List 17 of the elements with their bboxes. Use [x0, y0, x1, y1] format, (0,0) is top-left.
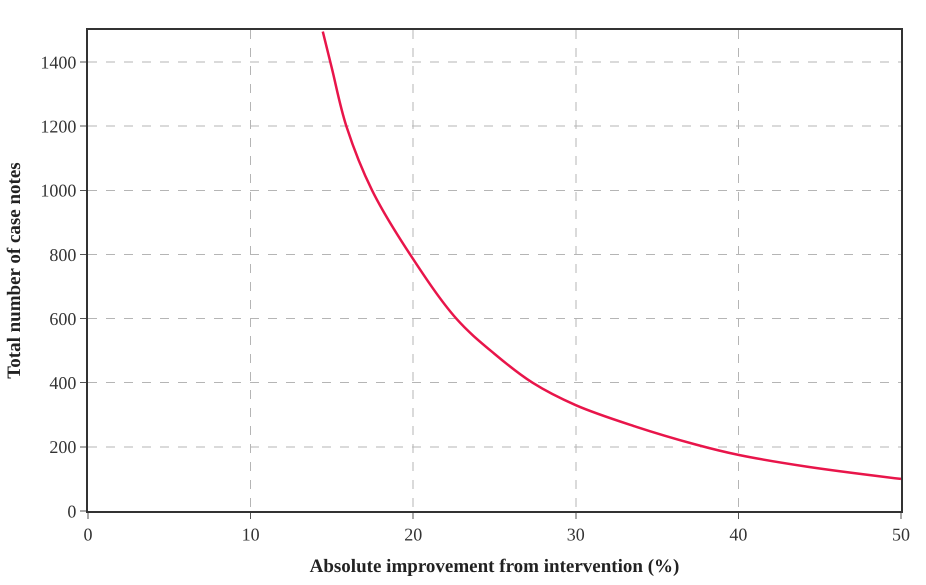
y-tick-label: 1000 [40, 180, 76, 201]
y-tick-label: 1400 [40, 52, 76, 72]
y-tick-label: 0 [67, 501, 76, 522]
y-tick-label: 400 [49, 373, 76, 394]
y-tick-label: 600 [49, 308, 76, 329]
x-tick-label: 40 [729, 524, 748, 545]
x-tick-label: 20 [404, 524, 422, 545]
y-tick-label: 200 [49, 437, 76, 458]
y-tick-label: 800 [49, 244, 76, 265]
line-series [322, 30, 901, 480]
x-axis-title: Absolute improvement from intervention (%) [310, 556, 680, 577]
x-tick-label: 50 [892, 524, 910, 545]
x-tick-label: 30 [566, 524, 585, 545]
x-tick-label: 0 [84, 524, 92, 545]
y-axis-title: Total number of case notes [4, 162, 25, 379]
y-tick-label: 1200 [40, 116, 76, 136]
x-tick-label: 10 [242, 524, 260, 545]
